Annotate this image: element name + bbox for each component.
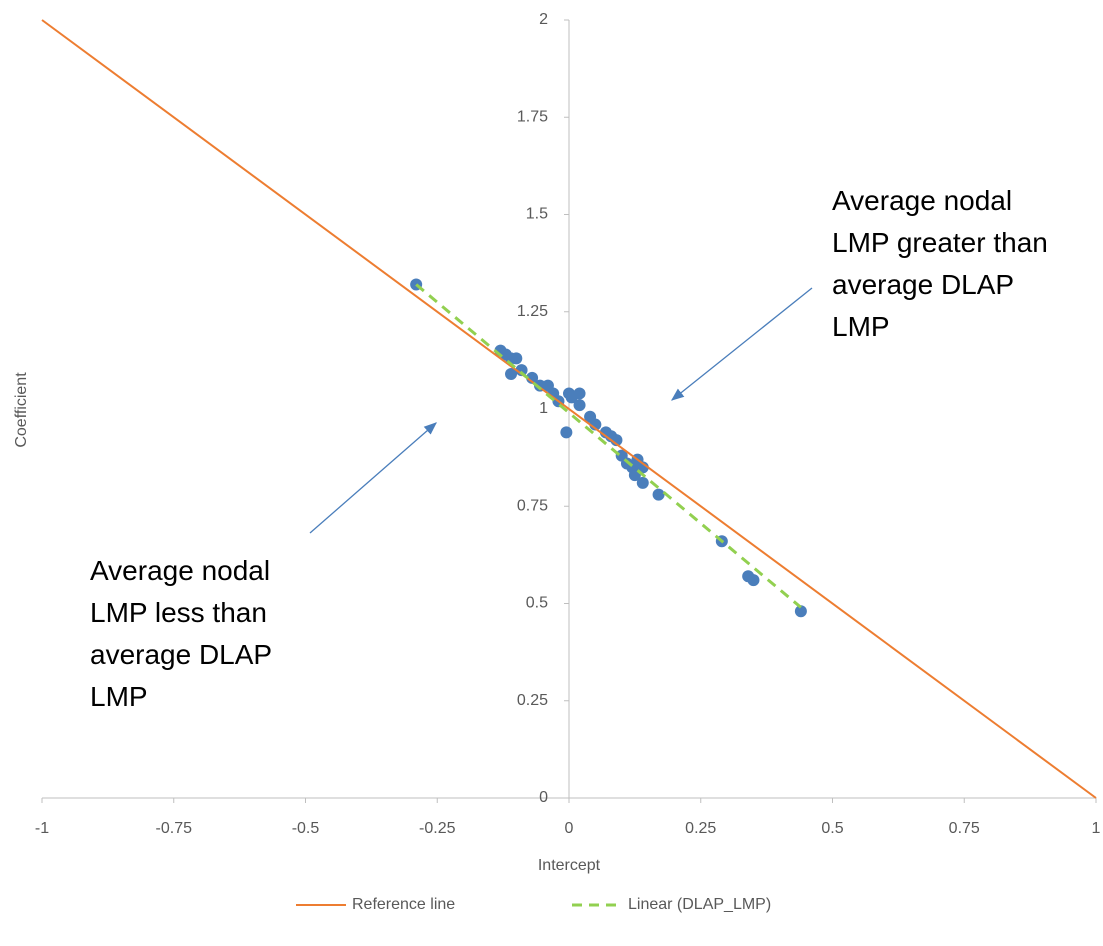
point (526, 371, 539, 384)
annotation: average DLAP (832, 269, 1014, 300)
y-tick-label: 0.5 (526, 595, 548, 612)
y-tick-label: 0 (539, 789, 548, 806)
annotation: LMP (90, 681, 148, 712)
annotation: LMP less than (90, 597, 267, 628)
x-axis-title: Intercept (538, 857, 601, 874)
point (610, 434, 623, 447)
arrow (309, 422, 437, 534)
arrow (670, 287, 813, 401)
x-tick-label: -0.5 (292, 820, 320, 837)
x-tick-label: 1 (1092, 820, 1101, 837)
point (573, 387, 586, 400)
y-tick-label: 2 (539, 11, 548, 28)
point (505, 367, 518, 380)
point (560, 426, 573, 439)
point (794, 605, 807, 618)
y-tick-label: 1 (539, 400, 548, 417)
x-tick-label: 0 (565, 820, 574, 837)
series-line (41, 19, 1097, 799)
point (573, 399, 586, 412)
y-tick-label: 1.25 (517, 303, 548, 320)
y-tick-label: 0.75 (517, 497, 548, 514)
x-tick-label: -0.25 (419, 820, 456, 837)
x-tick-label: 0.75 (949, 820, 980, 837)
x-tick-label: -0.75 (156, 820, 193, 837)
legend-label: Reference line (352, 896, 455, 913)
annotation: average DLAP (90, 639, 272, 670)
series-line (415, 283, 802, 609)
legend-label: Linear (DLAP_LMP) (628, 896, 771, 913)
x-tick-label: -1 (35, 820, 49, 837)
point (510, 352, 523, 365)
point (652, 488, 665, 501)
y-tick-label: 1.5 (526, 206, 548, 223)
x-tick-label: 0.25 (685, 820, 716, 837)
x-tick-label: 0.5 (821, 820, 843, 837)
annotation: Average nodal (832, 185, 1012, 216)
point (747, 574, 760, 587)
annotation: Average nodal (90, 555, 270, 586)
y-tick-label: 0.25 (517, 692, 548, 709)
point (589, 418, 602, 431)
point (515, 364, 528, 377)
point (636, 476, 649, 489)
y-axis-title: Coefficient (13, 372, 30, 448)
y-tick-label: 1.75 (517, 108, 548, 125)
annotation: LMP (832, 311, 890, 342)
annotation: LMP greater than (832, 227, 1048, 258)
